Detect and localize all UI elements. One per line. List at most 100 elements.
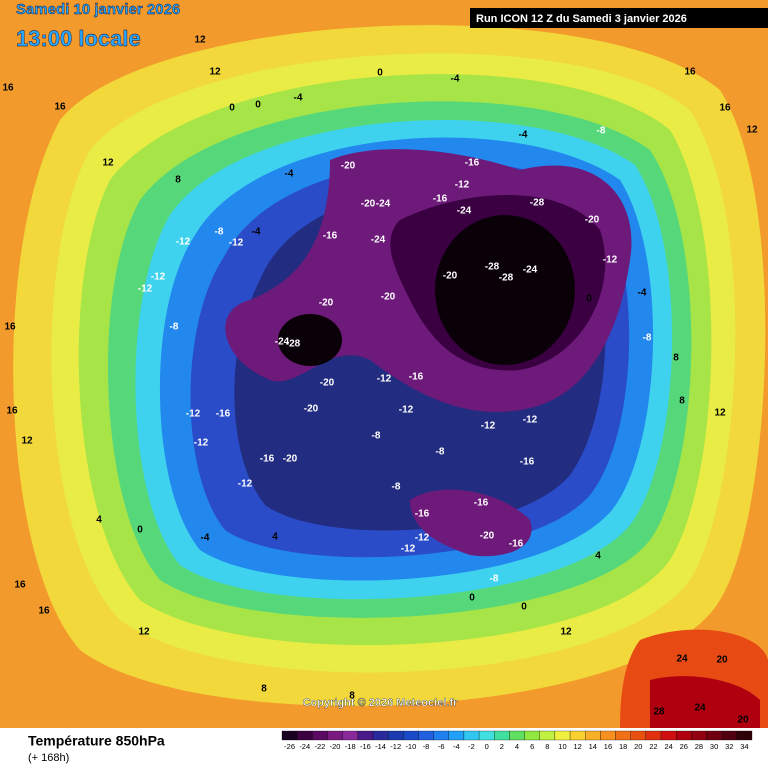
contour-label: -12 bbox=[238, 479, 253, 490]
legend-swatch bbox=[387, 730, 404, 741]
contour-label: 4 bbox=[96, 515, 102, 526]
legend-tick-label: -14 bbox=[375, 742, 386, 751]
legend-tick-label: 26 bbox=[680, 742, 688, 751]
contour-label: 12 bbox=[209, 67, 221, 78]
contour-label: -24 bbox=[457, 206, 472, 217]
contour-label: -16 bbox=[415, 509, 430, 520]
legend-tick-label: -6 bbox=[438, 742, 445, 751]
legend-swatch bbox=[463, 730, 480, 741]
contour-label: 16 bbox=[14, 580, 26, 591]
contour-label: -20 bbox=[381, 292, 396, 303]
contour-label: -4 bbox=[451, 74, 460, 85]
contour-label: 4 bbox=[272, 532, 278, 543]
contour-label: 16 bbox=[2, 83, 14, 94]
legend-tick-label: -18 bbox=[345, 742, 356, 751]
contour-label: 12 bbox=[560, 627, 572, 638]
legend-swatch bbox=[539, 730, 556, 741]
legend-tick-label: -20 bbox=[330, 742, 341, 751]
contour-label: 12 bbox=[21, 436, 33, 447]
contour-label: -8 bbox=[372, 431, 381, 442]
contour-label: -8 bbox=[392, 482, 401, 493]
footer-lead: (+ 168h) bbox=[28, 752, 69, 764]
contour-label: 24 bbox=[676, 654, 688, 665]
legend-tick-label: 6 bbox=[530, 742, 534, 751]
contour-label: 28 bbox=[653, 707, 665, 718]
contour-label: -8 bbox=[597, 126, 606, 137]
contour-label: -28 bbox=[286, 339, 301, 350]
contour-label: -12 bbox=[399, 405, 414, 416]
contour-label: -20 bbox=[341, 161, 356, 172]
contour-label: -20 bbox=[361, 199, 376, 210]
legend-tick-label: -10 bbox=[405, 742, 416, 751]
contour-label: -20 bbox=[585, 215, 600, 226]
contour-label: -8 bbox=[215, 227, 224, 238]
legend-swatch bbox=[615, 730, 631, 741]
legend-swatch bbox=[372, 730, 389, 741]
temperature-field bbox=[0, 0, 768, 728]
contour-label: 12 bbox=[194, 35, 206, 46]
contour-label: 8 bbox=[261, 684, 267, 695]
contour-label: 8 bbox=[673, 353, 679, 364]
contour-label: -16 bbox=[474, 498, 489, 509]
contour-label: 12 bbox=[714, 408, 726, 419]
contour-label: -4 bbox=[638, 288, 647, 299]
legend-swatch bbox=[691, 730, 707, 741]
contour-label: -12 bbox=[138, 284, 153, 295]
contour-label: -12 bbox=[151, 272, 166, 283]
contour-label: 12 bbox=[746, 125, 758, 136]
legend-tick-label: -26 bbox=[284, 742, 295, 751]
contour-label: 0 bbox=[255, 100, 261, 111]
legend-tick-label: 18 bbox=[619, 742, 627, 751]
legend-tick-label: -16 bbox=[360, 742, 371, 751]
legend-tick-label: 14 bbox=[589, 742, 597, 751]
footer-title: Température 850hPa bbox=[28, 733, 165, 749]
contour-label: -4 bbox=[285, 169, 294, 180]
legend-swatch bbox=[478, 730, 495, 741]
contour-label: -8 bbox=[490, 574, 499, 585]
contour-label: -28 bbox=[499, 273, 514, 284]
contour-label: -12 bbox=[186, 409, 201, 420]
contour-label: -8 bbox=[170, 322, 179, 333]
contour-label: 12 bbox=[102, 158, 114, 169]
contour-label: 16 bbox=[6, 406, 18, 417]
contour-label: 4 bbox=[595, 551, 601, 562]
contour-label: 0 bbox=[586, 294, 592, 305]
contour-label: -20 bbox=[319, 298, 334, 309]
contour-label: 8 bbox=[349, 691, 355, 702]
legend-swatch bbox=[721, 730, 737, 741]
contour-label: -12 bbox=[176, 237, 191, 248]
contour-label: -16 bbox=[323, 231, 338, 242]
contour-label: 16 bbox=[54, 102, 66, 113]
contour-label: -16 bbox=[409, 372, 424, 383]
contour-label: -28 bbox=[485, 262, 500, 273]
forecast-date: Samedi 10 janvier 2026 bbox=[16, 1, 180, 18]
contour-label: -4 bbox=[201, 533, 210, 544]
legend-tick-label: 32 bbox=[725, 742, 733, 751]
legend-tick-label: -22 bbox=[314, 742, 325, 751]
contour-label: 20 bbox=[716, 655, 728, 666]
contour-label: 20 bbox=[737, 715, 749, 726]
legend-swatch bbox=[494, 730, 510, 741]
legend-tick-label: -24 bbox=[299, 742, 310, 751]
legend-swatch bbox=[676, 730, 692, 741]
contour-label: 16 bbox=[719, 103, 731, 114]
legend-tick-label: 16 bbox=[604, 742, 612, 751]
contour-label: -16 bbox=[433, 194, 448, 205]
legend-tick-label: 8 bbox=[545, 742, 549, 751]
contour-label: 16 bbox=[684, 67, 696, 78]
contour-label: -20 bbox=[443, 271, 458, 282]
contour-label: -16 bbox=[465, 158, 480, 169]
copyright: Copyright © 2026 Meteociel.fr bbox=[303, 697, 459, 709]
contour-label: -20 bbox=[480, 531, 495, 542]
legend-swatch bbox=[524, 730, 540, 741]
contour-label: -8 bbox=[643, 333, 652, 344]
legend-swatch bbox=[418, 730, 434, 741]
legend-swatch bbox=[509, 730, 525, 741]
contour-label: -4 bbox=[294, 93, 303, 104]
legend-tick-label: 24 bbox=[664, 742, 672, 751]
contour-label: 24 bbox=[694, 703, 706, 714]
legend-swatch bbox=[281, 730, 298, 741]
legend-tick-label: 12 bbox=[573, 742, 581, 751]
